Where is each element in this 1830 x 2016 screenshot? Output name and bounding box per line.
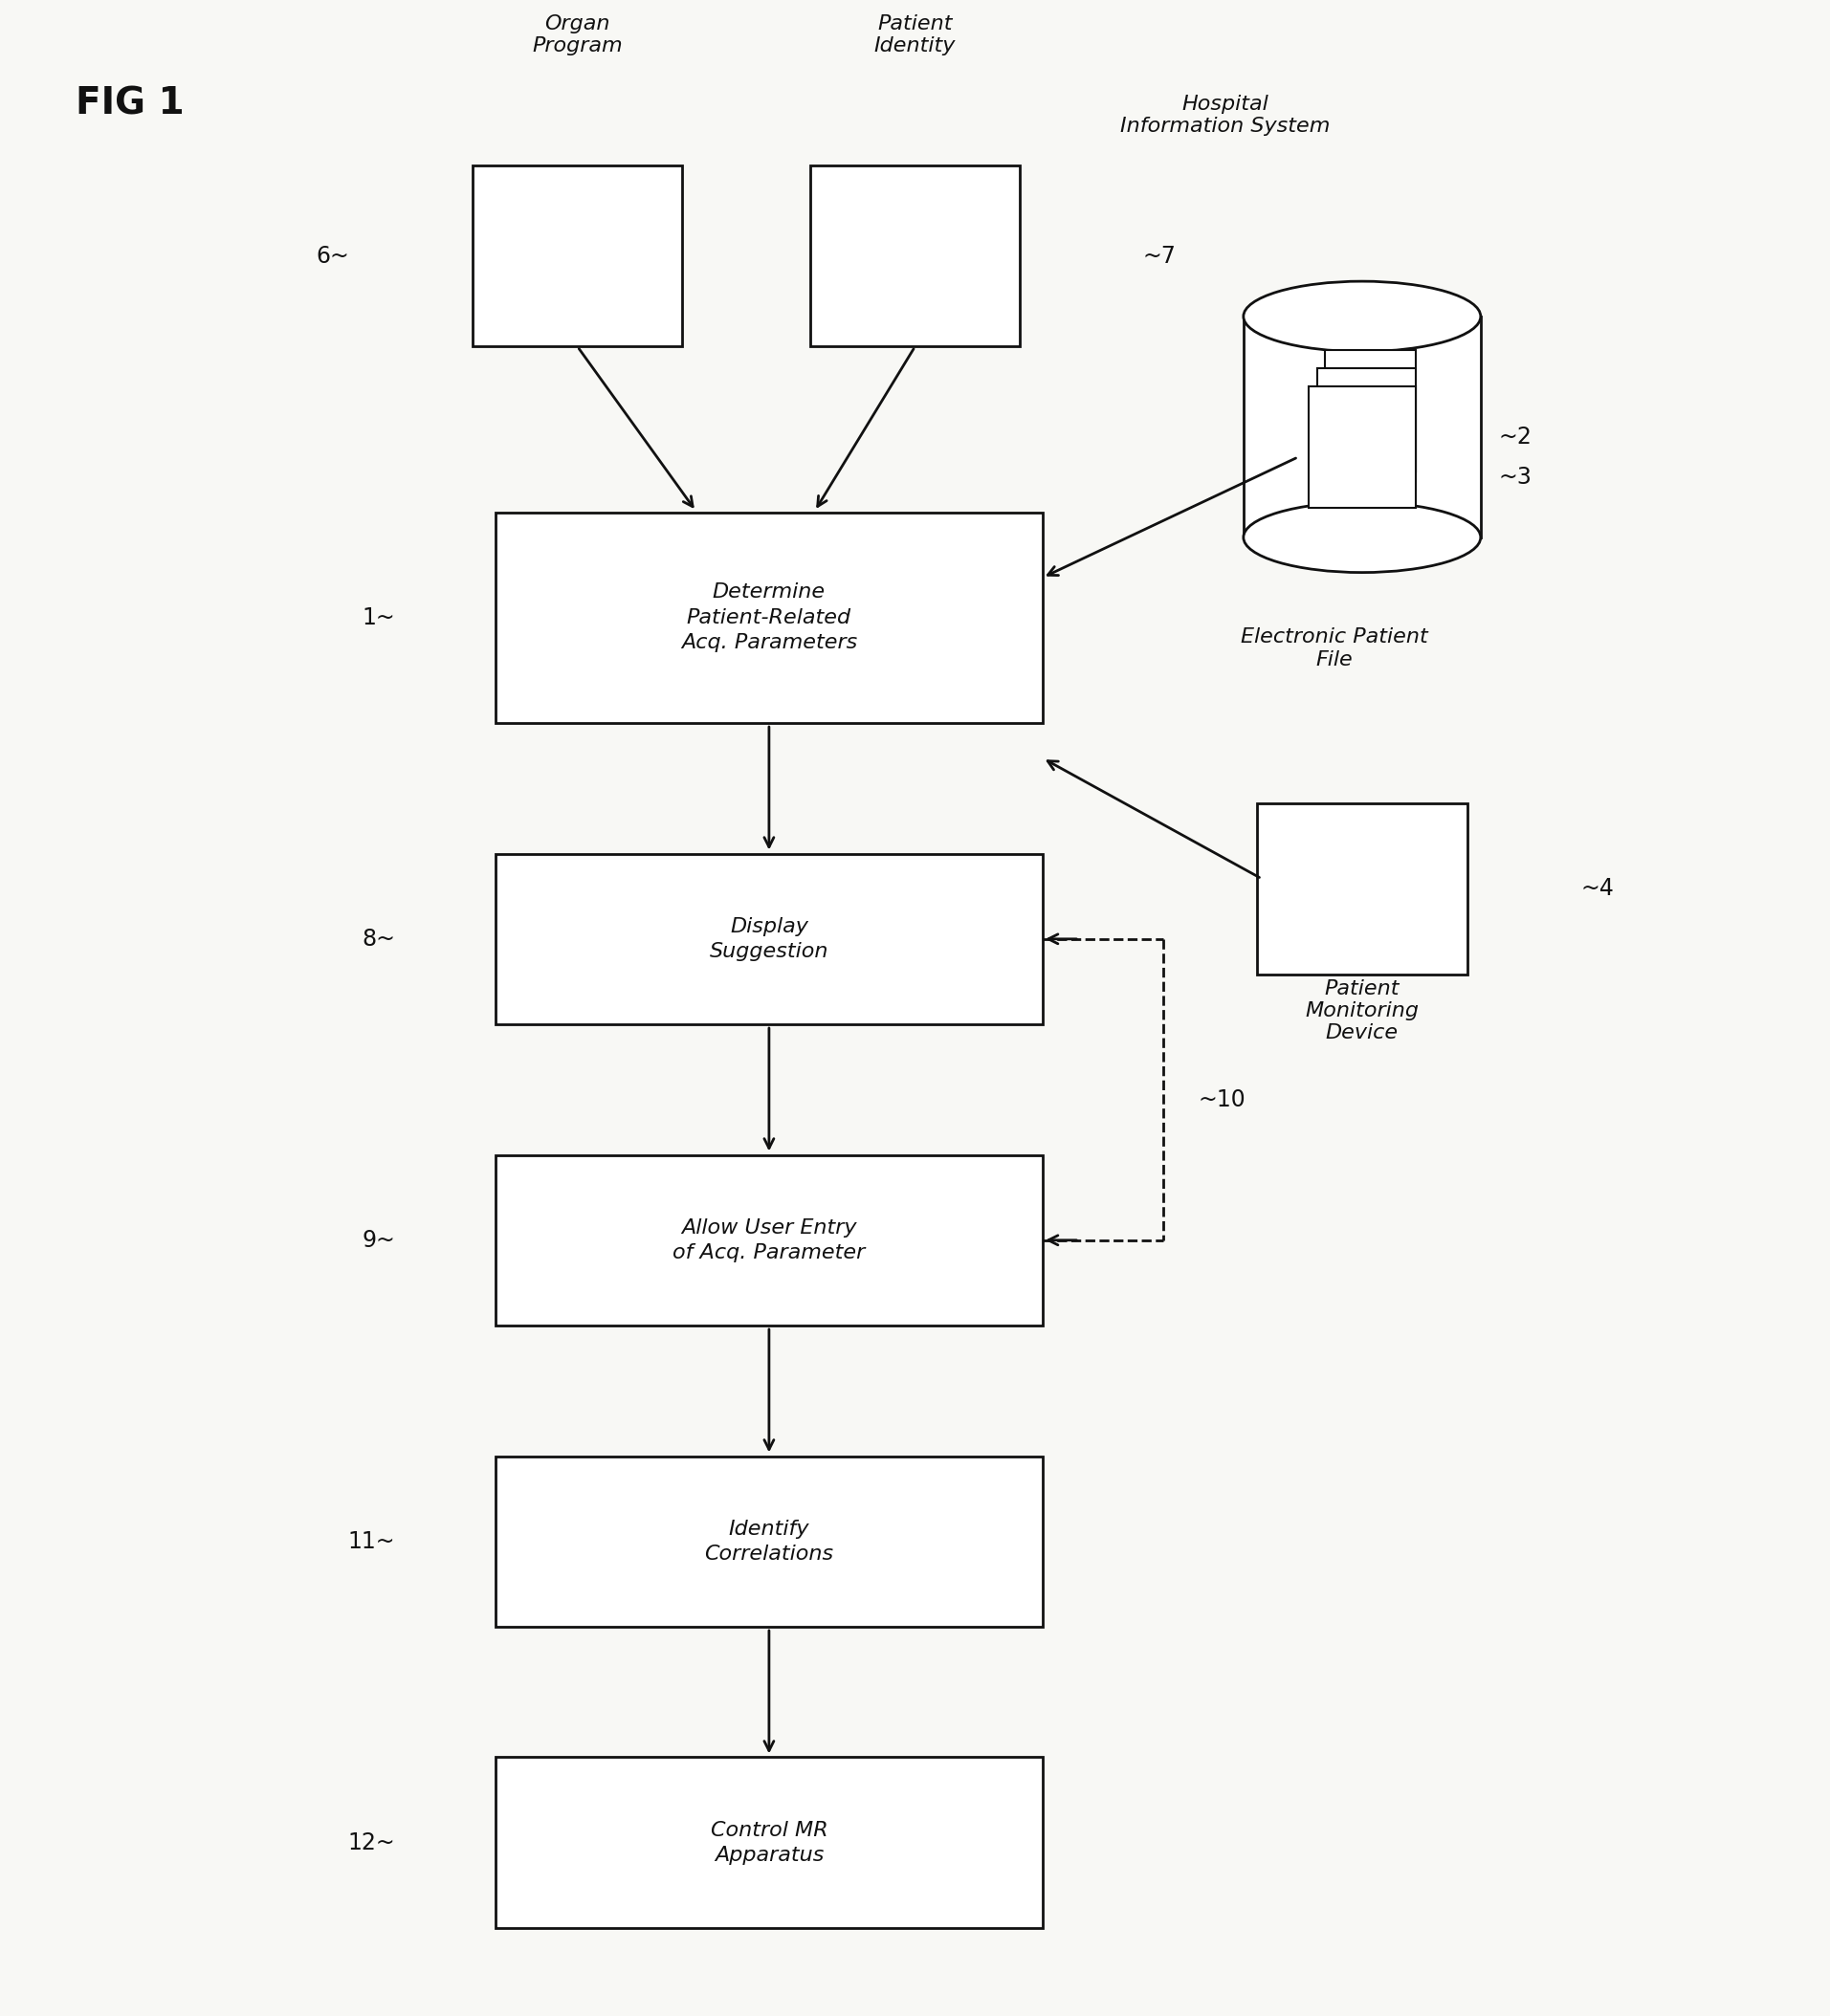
Ellipse shape: [1243, 282, 1480, 351]
Text: Electronic Patient
File: Electronic Patient File: [1241, 627, 1427, 669]
Text: 8~: 8~: [362, 927, 395, 950]
Bar: [1308, 387, 1415, 508]
Text: FIG 1: FIG 1: [75, 85, 185, 121]
Bar: [1243, 317, 1480, 538]
Ellipse shape: [1243, 502, 1480, 573]
Text: ~2: ~2: [1499, 425, 1532, 448]
Text: ~10: ~10: [1199, 1089, 1246, 1111]
Text: ~4: ~4: [1581, 877, 1614, 901]
Text: Patient
Identity: Patient Identity: [875, 14, 955, 54]
Text: 9~: 9~: [362, 1228, 395, 1252]
Text: Determine
Patient-Related
Acq. Parameters: Determine Patient-Related Acq. Parameter…: [681, 583, 856, 653]
Text: ~3: ~3: [1499, 466, 1532, 488]
Text: 1~: 1~: [362, 607, 395, 629]
Bar: [472, 165, 683, 347]
Text: 11~: 11~: [348, 1530, 395, 1552]
Bar: [1318, 369, 1415, 490]
Text: Hospital
Information System: Hospital Information System: [1120, 95, 1330, 135]
Bar: [1257, 804, 1468, 974]
Text: 12~: 12~: [348, 1831, 395, 1855]
Bar: [496, 1758, 1043, 1927]
Text: Patient
Monitoring
Device: Patient Monitoring Device: [1305, 980, 1418, 1042]
Bar: [496, 853, 1043, 1024]
Text: Identify
Correlations: Identify Correlations: [705, 1520, 834, 1564]
Bar: [1325, 351, 1415, 472]
Bar: [496, 1456, 1043, 1627]
Bar: [811, 165, 1019, 347]
Text: Allow User Entry
of Acq. Parameter: Allow User Entry of Acq. Parameter: [673, 1218, 866, 1262]
Text: ~7: ~7: [1144, 244, 1177, 268]
Text: Organ
Program: Organ Program: [533, 14, 622, 54]
Text: 6~: 6~: [317, 244, 350, 268]
Text: Control MR
Apparatus: Control MR Apparatus: [710, 1820, 827, 1865]
Bar: [496, 512, 1043, 724]
Text: Display
Suggestion: Display Suggestion: [710, 917, 829, 962]
Bar: [496, 1155, 1043, 1327]
